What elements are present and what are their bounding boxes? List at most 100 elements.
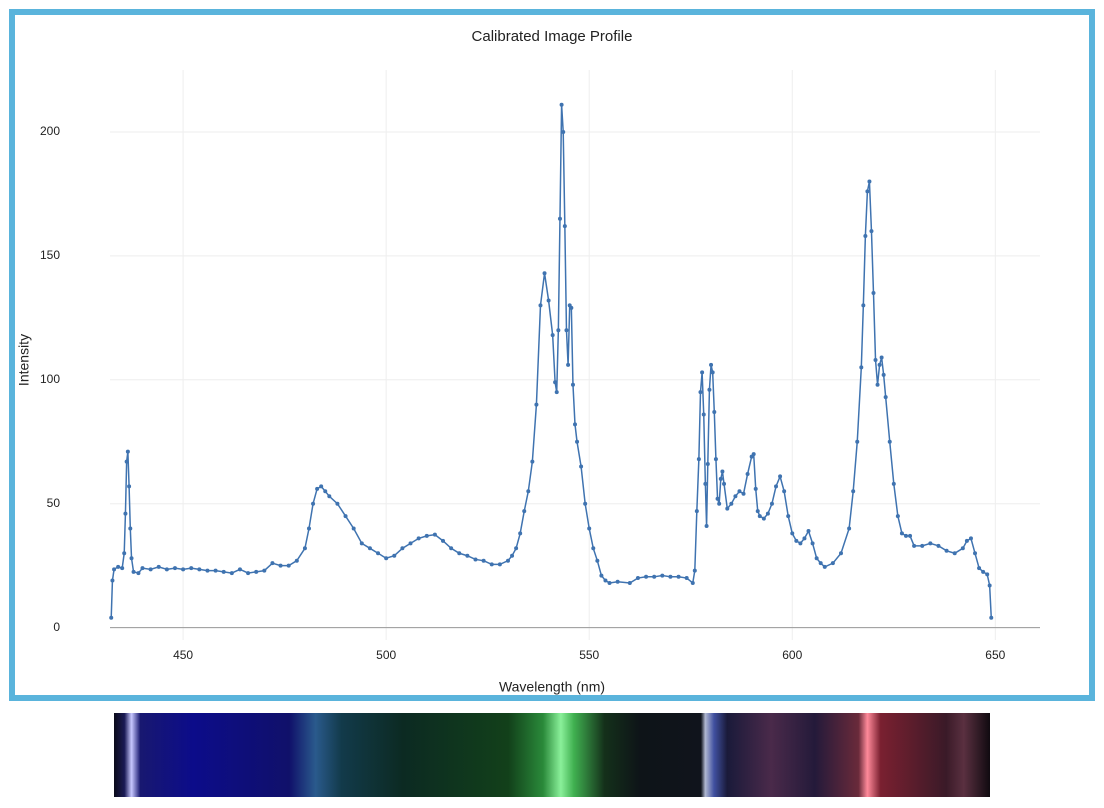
data-point <box>112 567 117 572</box>
data-point <box>205 568 210 573</box>
data-point <box>985 572 990 577</box>
data-point <box>861 303 866 308</box>
data-point <box>315 486 320 491</box>
data-point <box>709 362 714 367</box>
data-point <box>887 439 892 444</box>
data-point <box>981 569 986 574</box>
data-point <box>400 546 405 551</box>
data-point <box>172 566 177 571</box>
data-point <box>359 541 364 546</box>
data-point <box>703 481 708 486</box>
data-point <box>125 449 130 454</box>
data-point <box>944 548 949 553</box>
x-tick-label: 500 <box>376 648 396 662</box>
data-point <box>376 551 381 556</box>
data-point <box>707 387 712 392</box>
x-tick-label: 550 <box>579 648 599 662</box>
data-point <box>510 553 515 558</box>
data-point <box>818 561 823 566</box>
data-point <box>830 561 835 566</box>
data-point <box>810 541 815 546</box>
data-point <box>367 546 372 551</box>
data-point <box>559 102 564 107</box>
data-point <box>879 355 884 360</box>
data-point <box>579 464 584 469</box>
data-point <box>871 291 876 296</box>
data-point <box>964 538 969 543</box>
data-point <box>684 576 689 581</box>
data-point <box>306 526 311 531</box>
data-point <box>136 571 141 576</box>
y-tick-label: 150 <box>40 248 60 262</box>
data-point <box>814 556 819 561</box>
data-point <box>973 551 978 556</box>
y-axis-title: Intensity <box>16 334 32 386</box>
data-point <box>912 543 917 548</box>
data-point <box>416 536 421 541</box>
data-point <box>694 509 699 514</box>
data-point <box>676 574 681 579</box>
data-point <box>489 562 494 567</box>
data-point <box>737 489 742 494</box>
data-point <box>713 457 718 462</box>
data-point <box>124 459 129 464</box>
data-point <box>246 571 251 576</box>
data-point <box>989 615 994 620</box>
data-point <box>156 564 161 569</box>
data-point <box>542 271 547 276</box>
data-point <box>323 489 328 494</box>
data-point <box>311 501 316 506</box>
data-point <box>213 568 218 573</box>
data-point <box>769 501 774 506</box>
data-point <box>873 357 878 362</box>
data-point <box>660 573 665 578</box>
data-point <box>745 471 750 476</box>
data-point <box>698 390 703 395</box>
data-point <box>457 551 462 556</box>
data-point <box>575 439 580 444</box>
data-point <box>441 538 446 543</box>
data-point <box>384 556 389 561</box>
x-axis-title: Wavelength (nm) <box>499 679 605 695</box>
data-point <box>392 553 397 558</box>
data-point <box>774 484 779 489</box>
y-tick-label: 200 <box>40 124 60 138</box>
data-point <box>432 532 437 537</box>
data-point <box>701 412 706 417</box>
data-point <box>881 372 886 377</box>
data-point <box>822 564 827 569</box>
data-point <box>127 484 132 489</box>
data-point <box>725 506 730 511</box>
data-point <box>556 328 561 333</box>
data-point <box>140 566 145 571</box>
data-point <box>595 558 600 563</box>
data-point <box>936 543 941 548</box>
data-point <box>116 564 121 569</box>
data-point <box>751 452 756 457</box>
data-point <box>557 216 562 221</box>
data-point <box>960 546 965 551</box>
data-point <box>987 583 992 588</box>
data-point <box>254 569 259 574</box>
data-point <box>802 536 807 541</box>
data-point <box>607 581 612 585</box>
data-point <box>644 574 649 579</box>
data-point <box>262 568 267 573</box>
data-point <box>424 533 429 538</box>
data-point <box>129 556 134 561</box>
data-point <box>505 558 510 563</box>
data-point <box>859 365 864 370</box>
data-point <box>591 546 596 551</box>
data-point <box>570 382 575 387</box>
data-point <box>741 491 746 496</box>
data-point <box>351 526 356 531</box>
data-point <box>690 581 695 585</box>
data-point <box>863 234 868 239</box>
data-point <box>109 615 114 620</box>
data-point <box>755 509 760 514</box>
data-point <box>790 531 795 536</box>
y-tick-label: 100 <box>40 372 60 386</box>
data-point <box>473 557 478 562</box>
data-point <box>704 524 709 528</box>
